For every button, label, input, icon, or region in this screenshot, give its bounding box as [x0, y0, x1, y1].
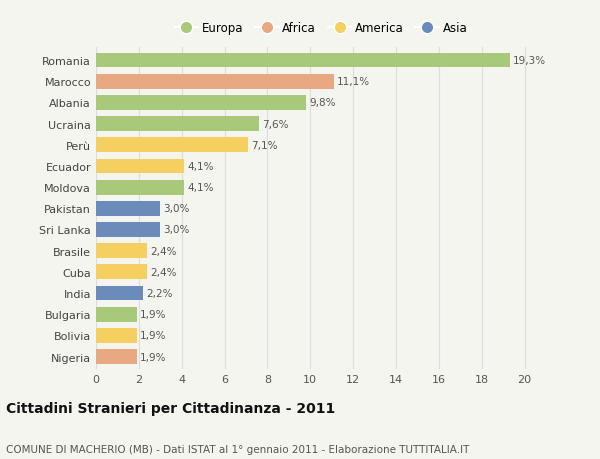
Bar [96, 75, 334, 90]
Text: Cittadini Stranieri per Cittadinanza - 2011: Cittadini Stranieri per Cittadinanza - 2… [6, 402, 335, 415]
Bar [96, 286, 143, 301]
Text: 19,3%: 19,3% [513, 56, 546, 66]
Text: 2,4%: 2,4% [151, 267, 177, 277]
Bar [96, 159, 184, 174]
Text: 9,8%: 9,8% [309, 98, 336, 108]
Bar [96, 223, 160, 237]
Bar [96, 265, 148, 280]
Text: 1,9%: 1,9% [140, 309, 166, 319]
Bar [96, 349, 137, 364]
Text: 7,1%: 7,1% [251, 140, 278, 151]
Text: 4,1%: 4,1% [187, 162, 214, 172]
Bar [96, 117, 259, 132]
Bar [96, 96, 306, 111]
Text: 3,0%: 3,0% [163, 204, 190, 214]
Bar [96, 180, 184, 195]
Text: 1,9%: 1,9% [140, 330, 166, 341]
Text: 3,0%: 3,0% [163, 225, 190, 235]
Bar [96, 244, 148, 258]
Text: 4,1%: 4,1% [187, 183, 214, 193]
Text: COMUNE DI MACHERIO (MB) - Dati ISTAT al 1° gennaio 2011 - Elaborazione TUTTITALI: COMUNE DI MACHERIO (MB) - Dati ISTAT al … [6, 444, 469, 454]
Text: 2,4%: 2,4% [151, 246, 177, 256]
Legend: Europa, Africa, America, Asia: Europa, Africa, America, Asia [175, 22, 467, 35]
Bar [96, 138, 248, 153]
Text: 2,2%: 2,2% [146, 288, 173, 298]
Bar [96, 202, 160, 216]
Text: 1,9%: 1,9% [140, 352, 166, 362]
Bar [96, 307, 137, 322]
Bar [96, 54, 509, 68]
Bar [96, 328, 137, 343]
Text: 11,1%: 11,1% [337, 77, 370, 87]
Text: 7,6%: 7,6% [262, 119, 289, 129]
